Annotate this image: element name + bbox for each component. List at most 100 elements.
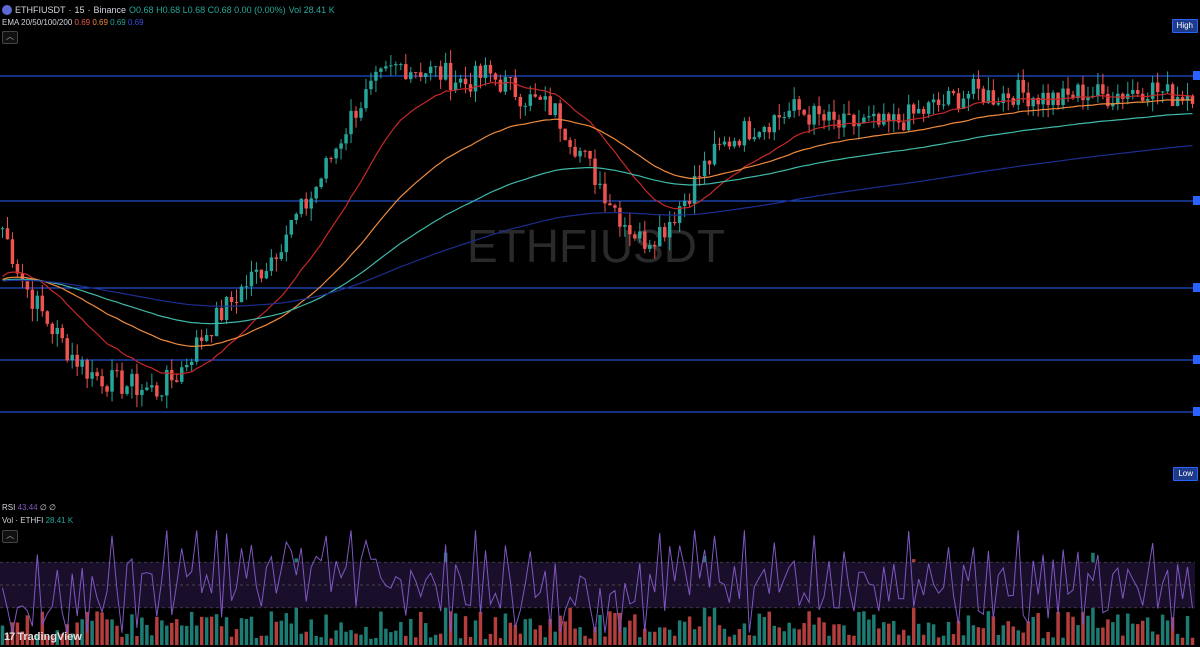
candle-body: [1160, 91, 1165, 93]
volume-bar: [0, 625, 5, 645]
candle-body: [319, 178, 323, 188]
ema-legend[interactable]: EMA 20/50/100/200 0.69 0.69 0.69 0.69: [2, 18, 144, 27]
exchange-label: Binance: [93, 5, 127, 15]
volume-bar: [687, 616, 692, 645]
volume-bar: [478, 611, 483, 645]
volume-bar: [837, 624, 841, 645]
volume-bar: [847, 634, 851, 645]
candle-body: [961, 98, 966, 109]
volume-label: Vol · ETHFI: [2, 516, 44, 525]
volume-bar: [588, 638, 592, 645]
volume-bar: [882, 622, 886, 645]
candle-body: [409, 72, 413, 80]
volume-bar: [533, 629, 538, 645]
candle-body: [1140, 93, 1145, 101]
candle-body: [996, 103, 1001, 105]
candle-body: [593, 158, 597, 185]
candle-body: [394, 64, 398, 66]
interval-label[interactable]: 15: [74, 5, 85, 15]
candle-body: [234, 301, 239, 303]
ema-200-line: [2, 145, 1193, 307]
candle-body: [717, 143, 722, 145]
volume-bar: [901, 629, 906, 645]
tradingview-logo[interactable]: 17 TradingView: [4, 631, 82, 643]
volume-bar: [150, 635, 154, 645]
candle-body: [513, 77, 518, 98]
volume-bar: [553, 631, 557, 645]
rsi-legend[interactable]: RSI 43.44 ∅ ∅: [2, 503, 57, 512]
candle-body: [418, 72, 423, 78]
candle-body: [702, 160, 707, 177]
candle-body: [135, 373, 139, 396]
volume-bar: [1011, 626, 1016, 645]
collapse-legend-button[interactable]: ︿: [2, 31, 18, 44]
collapse-pane-button[interactable]: ︿: [2, 530, 18, 543]
candle-body: [209, 334, 214, 337]
candle-body: [1056, 92, 1060, 106]
candle-body: [105, 386, 109, 392]
volume-bar: [239, 618, 244, 645]
candle-body: [682, 200, 687, 207]
volume-legend[interactable]: Vol · ETHFI 28.41 K: [2, 516, 73, 525]
level-handle[interactable]: [1193, 71, 1200, 80]
volume-bar: [60, 633, 64, 645]
candle-body: [95, 372, 99, 377]
volume-bar: [80, 619, 84, 645]
watermark-symbol: ETHFIUSDT: [467, 220, 725, 272]
volume-bar: [498, 638, 503, 645]
candle-body: [399, 64, 403, 66]
candle-body: [10, 239, 15, 264]
volume-bar: [747, 635, 752, 645]
candle-body: [414, 72, 418, 74]
volume-bar: [543, 637, 547, 645]
candle-body: [1185, 95, 1190, 101]
volume-bar: [95, 611, 99, 645]
volume-bar: [1150, 631, 1155, 645]
symbol-name[interactable]: ETHFIUSDT: [15, 5, 66, 15]
level-handle[interactable]: [1193, 407, 1200, 416]
volume-bar: [757, 613, 762, 645]
candle-body: [901, 122, 906, 131]
level-handle[interactable]: [1193, 283, 1200, 292]
volume-bar: [807, 611, 811, 645]
volume-bar: [598, 614, 602, 645]
level-handle[interactable]: [1193, 355, 1200, 364]
volume-bar: [966, 615, 971, 645]
volume-bar: [319, 637, 323, 645]
volume-bar: [1131, 623, 1135, 645]
volume-bar: [1026, 621, 1030, 645]
candle-body: [787, 110, 791, 118]
candle-body: [667, 222, 672, 238]
candle-body: [548, 96, 552, 116]
volume-bar: [100, 612, 104, 645]
candle-body: [628, 225, 632, 235]
volume-bar: [160, 620, 164, 645]
volume-bar: [483, 638, 488, 645]
candle-body: [1001, 93, 1006, 104]
level-handle[interactable]: [1193, 196, 1200, 205]
candle-body: [15, 263, 20, 274]
volume-bar: [10, 622, 15, 645]
candle-body: [458, 78, 463, 83]
candle-body: [249, 271, 254, 287]
candle-body: [777, 115, 781, 118]
volume-bar: [115, 625, 119, 645]
candle-body: [568, 140, 572, 147]
volume-bar: [767, 611, 772, 645]
candle-body: [657, 227, 662, 247]
candle-body: [921, 108, 926, 114]
candle-body: [837, 119, 841, 128]
candle-body: [1145, 98, 1150, 101]
candle-body: [916, 108, 921, 114]
ema-20-line: [2, 81, 1193, 376]
volume-bar: [418, 611, 423, 645]
candle-body: [404, 64, 408, 80]
volume-bar: [45, 635, 50, 645]
candle-body: [1031, 97, 1035, 107]
volume-bar: [906, 635, 911, 645]
volume-bar: [264, 635, 269, 645]
candle-body: [867, 116, 871, 118]
candle-body: [329, 158, 333, 160]
volume-bar: [792, 628, 796, 645]
